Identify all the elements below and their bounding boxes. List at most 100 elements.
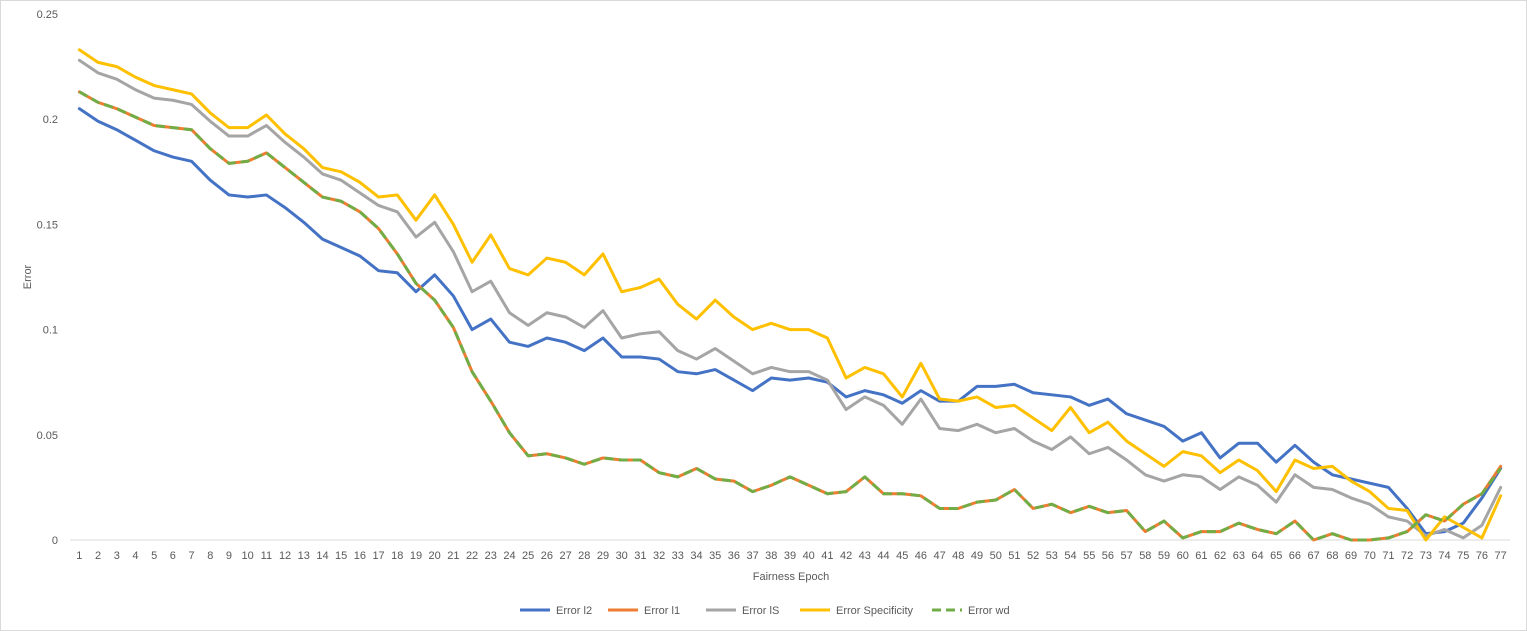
y-axis-title: Error (22, 264, 34, 289)
x-tick-label: 54 (1064, 550, 1076, 562)
x-tick-label: 28 (578, 550, 590, 562)
x-tick-label: 44 (877, 550, 889, 562)
x-tick-label: 23 (485, 550, 497, 562)
x-tick-label: 13 (298, 550, 310, 562)
x-tick-label: 45 (896, 550, 908, 562)
legend-label: Error wd (968, 605, 1010, 617)
x-tick-label: 37 (746, 550, 758, 562)
x-tick-label: 66 (1289, 550, 1301, 562)
y-axis-ticks: 0 0.05 0.1 0.15 0.2 0.25 (37, 9, 58, 547)
x-tick-label: 69 (1345, 550, 1357, 562)
x-tick-label: 64 (1251, 550, 1263, 562)
x-tick-label: 30 (616, 550, 628, 562)
x-tick-label: 55 (1083, 550, 1095, 562)
series-line-error-ls (77, 58, 1503, 540)
x-tick-label: 65 (1270, 550, 1282, 562)
x-tick-label: 11 (261, 550, 272, 562)
x-tick-label: 70 (1364, 550, 1376, 562)
x-axis-ticks: 1 2 3 4 5 6 7 8 9 10 11 12 13 14 15 16 17 18 19 20 21 22 23 24 2… (76, 550, 1506, 562)
x-tick-label: 47 (933, 550, 945, 562)
x-tick-label: 31 (634, 550, 646, 562)
x-tick-label: 48 (952, 550, 964, 562)
x-tick-label: 72 (1401, 550, 1413, 562)
x-tick-label: 8 (207, 550, 213, 562)
x-tick-label: 19 (410, 550, 422, 562)
x-tick-label: 58 (1139, 550, 1151, 562)
x-tick-label: 10 (242, 550, 254, 562)
series-line-error-specificity (77, 48, 1503, 542)
x-tick-label: 42 (840, 550, 852, 562)
x-tick-label: 34 (690, 550, 702, 562)
x-tick-label: 53 (1046, 550, 1058, 562)
x-tick-label: 22 (466, 550, 478, 562)
y-tick-label: 0.1 (43, 325, 58, 337)
x-tick-label: 27 (559, 550, 571, 562)
x-tick-label: 39 (784, 550, 796, 562)
x-tick-label: 62 (1214, 550, 1226, 562)
x-tick-label: 74 (1438, 550, 1450, 562)
series-line-error-wd (78, 90, 1502, 542)
x-tick-label: 9 (226, 550, 232, 562)
x-tick-label: 24 (503, 550, 515, 562)
x-tick-label: 12 (279, 550, 291, 562)
x-tick-label: 17 (372, 550, 384, 562)
x-tick-label: 18 (391, 550, 403, 562)
legend: Error l2 Error l1 Error lS Error Specificit… (520, 605, 1010, 617)
x-tick-label: 49 (971, 550, 983, 562)
x-tick-label: 71 (1382, 550, 1394, 562)
x-tick-label: 1 (76, 550, 82, 562)
x-tick-label: 14 (316, 550, 328, 562)
legend-label: Error lS (742, 605, 779, 617)
x-tick-label: 21 (447, 550, 459, 562)
x-tick-label: 25 (522, 550, 534, 562)
legend-label: Error Specificity (836, 605, 914, 617)
x-tick-label: 61 (1195, 550, 1207, 562)
x-tick-label: 26 (541, 550, 553, 562)
x-tick-label: 3 (114, 550, 120, 562)
x-tick-label: 43 (859, 550, 871, 562)
x-tick-label: 76 (1476, 550, 1488, 562)
x-tick-label: 59 (1158, 550, 1170, 562)
x-tick-label: 68 (1326, 550, 1338, 562)
x-tick-label: 33 (672, 550, 684, 562)
x-tick-label: 2 (95, 550, 101, 562)
y-tick-label: 0.15 (37, 219, 58, 231)
x-tick-label: 7 (188, 550, 194, 562)
x-tick-label: 75 (1457, 550, 1469, 562)
x-tick-label: 67 (1308, 550, 1320, 562)
x-tick-label: 38 (765, 550, 777, 562)
x-axis-title: Fairness Epoch (753, 571, 829, 583)
legend-label: Error l1 (644, 605, 680, 617)
legend-label: Error l2 (556, 605, 592, 617)
x-tick-label: 35 (709, 550, 721, 562)
x-tick-label: 32 (653, 550, 665, 562)
x-tick-label: 52 (1027, 550, 1039, 562)
x-tick-label: 36 (728, 550, 740, 562)
x-tick-label: 40 (803, 550, 815, 562)
y-tick-label: 0 (52, 535, 58, 547)
x-tick-label: 4 (132, 550, 138, 562)
series-lines (77, 48, 1503, 542)
x-tick-label: 15 (335, 550, 347, 562)
y-tick-label: 0.25 (37, 9, 58, 21)
x-tick-label: 60 (1177, 550, 1189, 562)
y-tick-label: 0.05 (37, 430, 58, 442)
x-tick-label: 57 (1120, 550, 1132, 562)
x-tick-label: 6 (170, 550, 176, 562)
x-tick-label: 51 (1008, 550, 1020, 562)
y-tick-label: 0.2 (43, 114, 58, 126)
x-tick-label: 41 (821, 550, 833, 562)
x-tick-label: 63 (1233, 550, 1245, 562)
x-tick-label: 46 (915, 550, 927, 562)
x-tick-label: 50 (990, 550, 1002, 562)
x-tick-label: 16 (354, 550, 366, 562)
x-tick-label: 20 (429, 550, 441, 562)
x-tick-label: 56 (1102, 550, 1114, 562)
x-tick-label: 77 (1495, 550, 1507, 562)
x-tick-label: 73 (1420, 550, 1432, 562)
x-tick-label: 5 (151, 550, 157, 562)
series-line-error-l2 (77, 107, 1503, 536)
